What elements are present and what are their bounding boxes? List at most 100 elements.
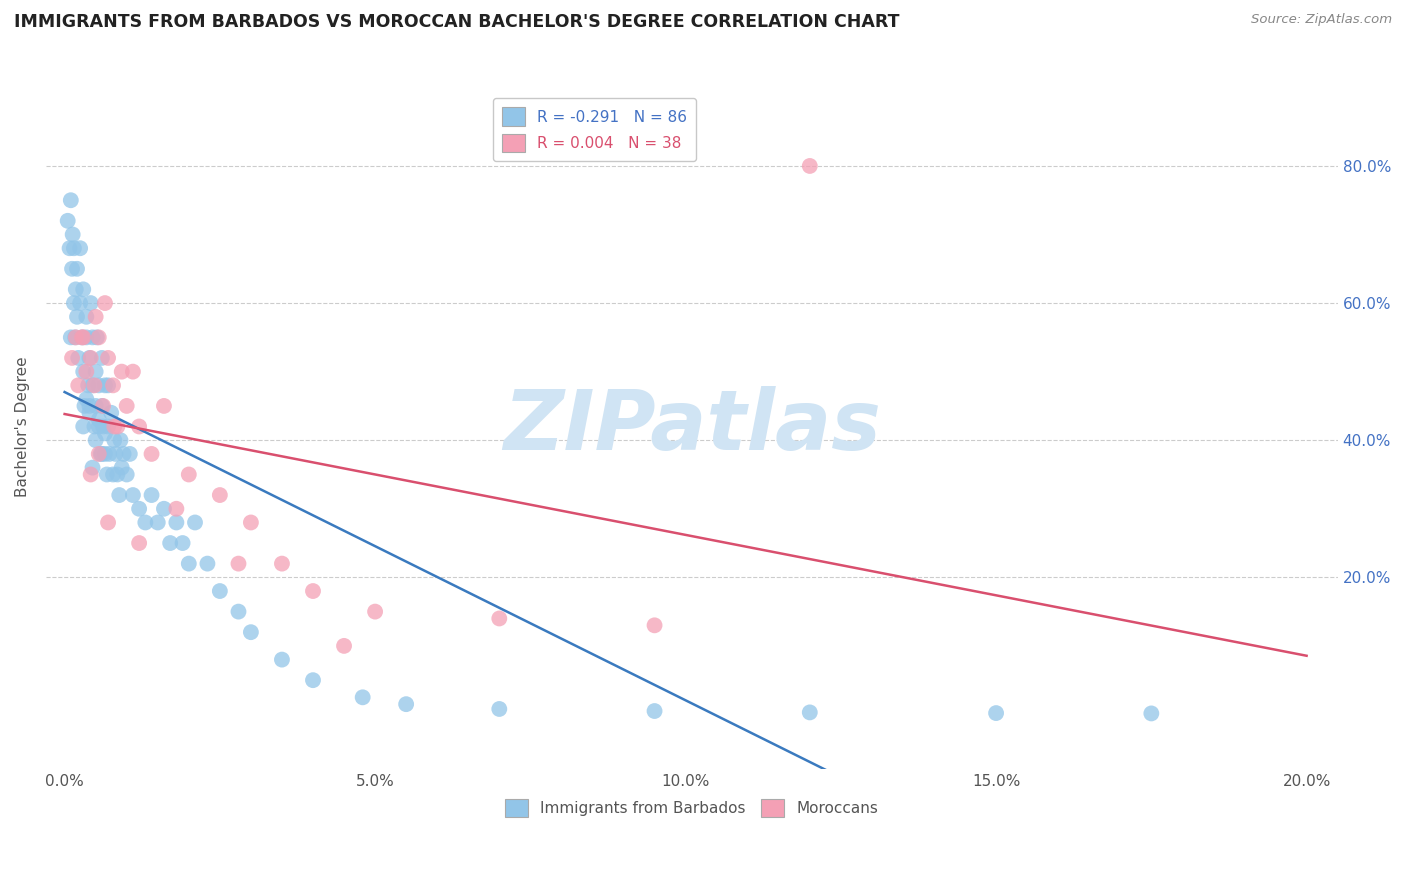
Point: [94, 296, 117, 310]
Point: [128, 501, 150, 516]
Point: [87, 330, 110, 344]
Point: [75, 392, 97, 406]
Point: [108, 488, 131, 502]
Point: [395, 697, 418, 711]
Point: [79, 351, 101, 365]
Point: [63, 330, 86, 344]
Point: [73, 399, 96, 413]
Point: [87, 378, 110, 392]
Point: [62, 227, 84, 242]
Point: [118, 447, 141, 461]
Point: [271, 557, 294, 571]
Point: [65, 330, 87, 344]
Point: [1140, 706, 1163, 721]
Point: [56, 214, 79, 228]
Point: [59, 330, 82, 344]
Point: [72, 330, 94, 344]
Point: [115, 467, 138, 482]
Point: [82, 330, 104, 344]
Point: [87, 419, 110, 434]
Point: [84, 434, 107, 448]
Point: [984, 706, 1007, 720]
Point: [79, 467, 101, 482]
Point: [112, 447, 135, 461]
Point: [69, 241, 91, 255]
Point: [122, 365, 145, 379]
Point: [72, 419, 94, 434]
Point: [799, 706, 821, 720]
Text: Source: ZipAtlas.com: Source: ZipAtlas.com: [1251, 13, 1392, 27]
Point: [84, 365, 107, 379]
Point: [69, 296, 91, 310]
Point: [159, 536, 181, 550]
Point: [58, 241, 80, 255]
Point: [97, 419, 120, 434]
Point: [239, 625, 262, 640]
Point: [208, 584, 231, 599]
Point: [82, 460, 104, 475]
Point: [84, 310, 107, 324]
Point: [115, 399, 138, 413]
Point: [101, 467, 124, 482]
Point: [91, 419, 114, 434]
Point: [105, 419, 128, 434]
Point: [100, 406, 122, 420]
Point: [128, 536, 150, 550]
Point: [103, 419, 125, 434]
Point: [141, 447, 163, 461]
Point: [177, 467, 200, 482]
Point: [90, 351, 112, 365]
Point: [165, 516, 187, 530]
Point: [90, 399, 112, 413]
Point: [488, 702, 510, 716]
Point: [197, 557, 219, 571]
Point: [60, 351, 83, 365]
Point: [79, 296, 101, 310]
Point: [87, 447, 110, 461]
Point: [98, 447, 121, 461]
Point: [83, 378, 105, 392]
Point: [153, 501, 176, 516]
Point: [83, 419, 105, 434]
Point: [66, 261, 89, 276]
Point: [97, 516, 120, 530]
Point: [228, 605, 250, 619]
Point: [111, 365, 134, 379]
Point: [94, 426, 117, 441]
Point: [239, 516, 262, 530]
Point: [644, 704, 666, 718]
Point: [111, 460, 134, 475]
Point: [97, 351, 120, 365]
Point: [105, 467, 128, 482]
Point: [79, 351, 101, 365]
Point: [72, 282, 94, 296]
Point: [84, 399, 107, 413]
Point: [134, 516, 156, 530]
Point: [96, 467, 118, 482]
Point: [75, 365, 97, 379]
Point: [177, 557, 200, 571]
Point: [141, 488, 163, 502]
Point: [101, 378, 124, 392]
Point: [104, 447, 127, 461]
Point: [271, 652, 294, 666]
Point: [75, 330, 97, 344]
Point: [333, 639, 356, 653]
Point: [228, 557, 250, 571]
Point: [63, 296, 86, 310]
Point: [91, 399, 114, 413]
Point: [87, 412, 110, 426]
Legend: Immigrants from Barbados, Moroccans: Immigrants from Barbados, Moroccans: [499, 792, 884, 823]
Point: [364, 605, 387, 619]
Point: [77, 378, 100, 392]
Point: [644, 618, 666, 632]
Point: [82, 378, 104, 392]
Point: [352, 690, 374, 705]
Point: [70, 330, 93, 344]
Point: [208, 488, 231, 502]
Point: [165, 501, 187, 516]
Point: [75, 310, 97, 324]
Point: [63, 241, 86, 255]
Point: [146, 516, 169, 530]
Point: [72, 365, 94, 379]
